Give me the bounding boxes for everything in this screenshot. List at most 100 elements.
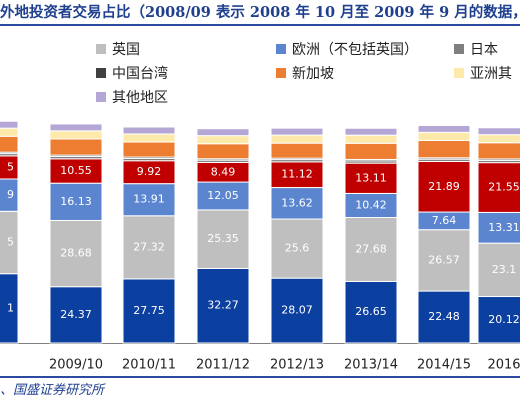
bar-segment [49,123,103,132]
legend-label-singapore: 新加坡 [292,66,334,82]
legend-swatch-europe [276,44,286,54]
bar-segment [417,229,471,292]
legend-swatch-singapore [276,68,286,78]
bar-segment [417,131,471,141]
legend-swatch-other [96,92,106,102]
bar-segment [344,280,398,344]
bar-segment [196,181,250,211]
bar-value-label: 13.31 [488,221,520,234]
bar-segment [477,142,520,160]
chart-title: 外地投资者交易占比（2008/09 表示 2008 年 10 月至 2009 年… [0,4,520,21]
legend-item-other: 其他地区 [96,88,168,106]
bar-value-label: 13.62 [281,196,313,209]
bar-value-label: 23.1 [492,263,517,276]
bar-segment [0,120,19,129]
bar-segment [49,158,103,184]
bar-segment [122,215,176,280]
bar-segment [270,134,324,144]
bar-value-label: 1 [7,301,14,314]
bar-segment [0,135,19,153]
legend-item-uk: 英国 [96,40,140,58]
bar-value-label: 27.75 [133,304,165,317]
bar-value-label: 13.91 [133,193,165,206]
bar-value-label: 11.12 [281,168,313,181]
bar-value-label: 12.05 [207,189,239,202]
x-tick-label: 2010/11 [122,358,176,373]
legend-item-japan: 日本 [454,40,498,58]
bar-segment [0,153,19,157]
bar-value-label: 13.11 [355,171,387,184]
bar-value-label: 16.13 [60,195,92,208]
bar-segment [122,278,176,344]
bar-value-label: 25.6 [285,242,310,255]
bar-segment [196,135,250,145]
x-tick-label: 2016 [487,358,520,373]
bar-segment [344,127,398,136]
bar-segment [196,128,250,137]
bar-value-label: 5 [7,236,14,249]
legend-item-asia-other: 亚洲其 [454,64,512,82]
bar-value-label: 21.89 [428,180,460,193]
legend-swatch-japan [454,44,464,54]
x-tick-label: 2014/15 [417,358,471,373]
bar-segment [0,155,19,180]
bar-value-label: 25.35 [207,232,239,245]
bar-value-label: 7.64 [432,214,457,227]
bar-segment [344,134,398,144]
bar-segment [49,219,103,288]
legend-label-uk: 英国 [112,42,140,58]
bar-segment [122,126,176,135]
bar-segment [477,127,520,136]
legend-label-europe: 欧洲（不包括英国） [292,42,418,58]
bar-value-label: 9.92 [137,165,162,178]
bar-segment [270,218,324,279]
bar-segment [477,296,520,344]
bar-segment [477,134,520,144]
bar-segment [270,161,324,189]
chart-legend: 英国 欧洲（不包括英国） 日本 中国台湾 新加坡 亚洲其 其他地区 [0,38,520,106]
bar-segment [417,139,471,159]
title-divider [0,24,520,26]
bar-segment [417,124,471,133]
x-tick-label: 2011/12 [196,358,250,373]
x-tick-label: 2013/14 [344,358,398,373]
legend-swatch-asia-other [454,68,464,78]
legend-label-taiwan: 中国台湾 [112,66,168,82]
bar-segment [344,216,398,282]
legend-label-other: 其他地区 [112,90,168,106]
bar-segment [122,141,176,158]
bar-segment [0,210,19,275]
bar-value-label: 26.57 [428,253,460,266]
legend-item-europe: 欧洲（不包括英国） [276,40,418,58]
bar-segment [417,290,471,344]
bar-value-label: 28.07 [281,304,313,317]
x-tick-label: 2009/10 [49,358,103,373]
legend-swatch-uk [96,44,106,54]
bar-segment [49,130,103,140]
x-tick-label: 2012/13 [270,358,324,373]
bar-value-label: 8.49 [211,165,236,178]
bar-segment [122,133,176,143]
bar-value-label: 22.48 [428,310,460,323]
bar-segment [196,143,250,160]
bar-value-label: 20.12 [488,313,520,326]
bar-segment [0,151,19,155]
bar-value-label: 9 [7,188,14,201]
bar-segment [0,178,19,212]
bar-segment [122,183,176,217]
bar-value-label: 26.65 [355,305,387,318]
bar-value-label: 27.68 [355,242,387,255]
bar-segment [344,142,398,160]
bar-value-label: 10.42 [355,198,387,211]
bar-value-label: 24.37 [60,308,92,321]
legend-item-taiwan: 中国台湾 [96,64,168,82]
bar-segment [0,273,19,344]
bar-value-label: 28.68 [60,247,92,260]
bar-segment [477,162,520,213]
bar-segment [49,138,103,156]
bar-segment [477,211,520,244]
bar-value-label: 21.55 [488,181,520,194]
source-note: 、国盛证券研究所 [0,383,105,398]
legend-label-japan: 日本 [470,42,498,58]
